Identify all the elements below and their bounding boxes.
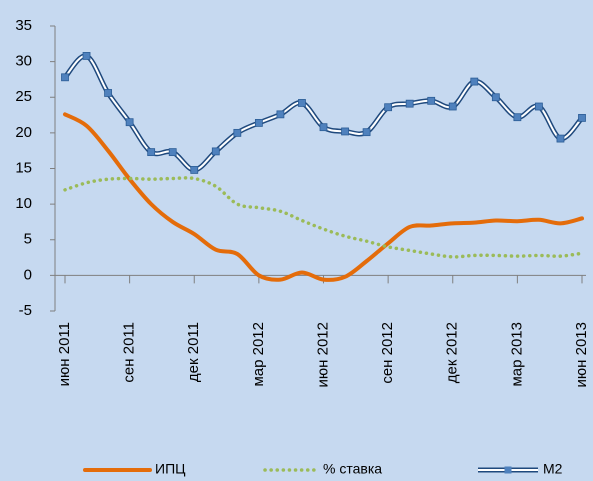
series-marker [535,102,543,111]
series-marker [470,77,479,86]
series-line-inner [64,54,583,171]
series-marker [147,148,156,157]
legend-label: ИПЦ [155,461,186,477]
x-tick-label: сен 2012 [379,322,396,384]
series-marker [448,102,457,111]
y-tick-label: 0 [24,266,32,283]
series-line [63,112,584,282]
series-marker [556,134,565,143]
series-line [63,176,584,259]
x-tick-label: июн 2013 [573,322,590,387]
series-marker [405,99,414,108]
series-marker [61,73,69,82]
series-marker [211,147,220,156]
y-tick-label: 25 [15,88,32,105]
y-tick-label: 20 [15,124,32,141]
series-marker [233,128,242,137]
x-tick-label: июн 2011 [56,322,73,386]
y-tick-label: 10 [15,195,32,212]
legend-label: % ставка [323,461,382,477]
series-marker [276,110,285,119]
x-tick-label: июн 2012 [314,322,331,387]
legend: ИПЦ % ставка M2 [83,461,563,477]
series-marker [319,123,328,132]
legend-marker [504,466,512,474]
series-marker [513,113,522,122]
x-tick-label: дек 2011 [185,322,202,382]
series-line [63,53,584,173]
series-marker [125,118,134,127]
series-marker [427,96,436,105]
x-tick-label: дек 2012 [444,322,461,383]
series-marker [362,128,371,137]
legend-label: M2 [543,461,563,477]
series-marker [104,89,112,97]
series-marker [168,148,177,157]
series-marker [298,99,306,107]
series-marker [82,52,91,60]
series-marker [190,166,199,174]
y-tick-label: 15 [15,159,32,176]
series-marker [254,119,263,127]
y-tick-label: 35 [15,17,32,34]
x-tick-label: мар 2012 [250,322,267,387]
y-tick-label: -5 [19,302,32,319]
y-tick-label: 5 [24,231,32,248]
x-tick-label: сен 2011 [121,322,138,383]
series-marker [341,127,349,136]
y-tick-label: 30 [15,53,32,70]
series-marker [491,93,500,102]
x-tick-label: мар 2013 [508,322,525,387]
series-marker [578,114,586,122]
series-marker [384,103,393,112]
